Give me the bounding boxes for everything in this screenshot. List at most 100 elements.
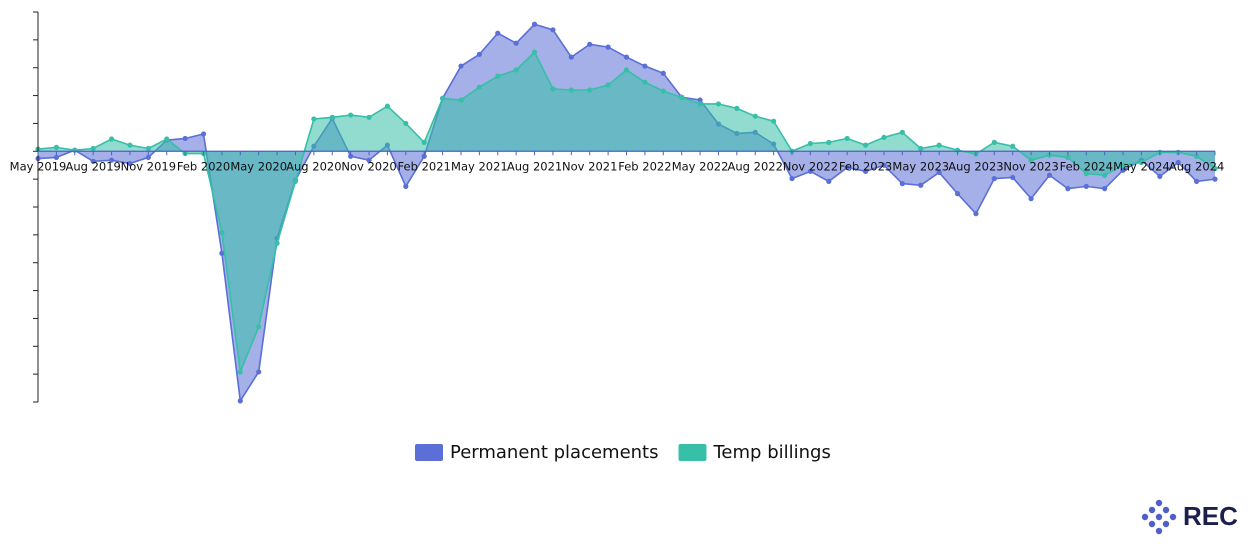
data-point xyxy=(807,140,814,147)
data-point xyxy=(991,139,997,145)
data-point xyxy=(1102,186,1108,192)
data-point xyxy=(256,369,262,375)
data-point xyxy=(256,324,262,330)
data-point xyxy=(1120,167,1126,173)
data-point xyxy=(348,153,354,159)
logo-dots xyxy=(1141,499,1177,535)
data-point xyxy=(1028,157,1034,163)
data-point xyxy=(715,101,722,107)
logo: REC xyxy=(1141,499,1238,535)
legend-swatch xyxy=(678,444,707,461)
data-point xyxy=(623,67,630,73)
data-point xyxy=(587,87,593,93)
data-point xyxy=(476,84,482,90)
data-point xyxy=(274,240,280,246)
data-point xyxy=(90,158,96,164)
x-tick-label: Nov 2019 xyxy=(121,160,176,174)
data-point xyxy=(605,44,611,50)
data-point xyxy=(458,97,464,103)
data-point xyxy=(734,105,740,111)
data-point xyxy=(1010,174,1016,181)
data-point xyxy=(495,73,501,79)
data-point xyxy=(587,41,593,47)
data-point xyxy=(219,250,225,256)
data-point xyxy=(1212,176,1218,182)
legend-swatch xyxy=(415,444,443,461)
data-point xyxy=(513,67,519,73)
data-point xyxy=(292,178,299,184)
data-point xyxy=(568,87,574,93)
data-point xyxy=(550,27,556,33)
data-point xyxy=(366,157,372,163)
data-point xyxy=(881,134,887,140)
x-tick-label: May 2024 xyxy=(1113,160,1170,174)
x-tick-label: Nov 2020 xyxy=(341,160,396,174)
data-point xyxy=(844,135,850,142)
data-point xyxy=(1194,178,1200,184)
logo-text: REC xyxy=(1183,501,1238,531)
data-point xyxy=(182,135,188,142)
data-point xyxy=(237,398,243,404)
area-fill xyxy=(38,52,1215,372)
data-point xyxy=(384,103,391,109)
data-point xyxy=(826,139,832,145)
plot-area xyxy=(35,21,1218,404)
data-point xyxy=(752,113,758,119)
x-tick-label: Nov 2022 xyxy=(783,160,838,174)
data-point xyxy=(1175,159,1181,166)
x-tick-label: Feb 2022 xyxy=(618,160,671,174)
data-point xyxy=(513,40,519,46)
data-point xyxy=(862,142,869,148)
data-point xyxy=(954,191,961,197)
data-point xyxy=(53,154,59,161)
data-point xyxy=(697,97,703,103)
data-point xyxy=(403,183,409,189)
data-point xyxy=(881,162,887,168)
data-point xyxy=(1065,186,1071,192)
x-tick-label: Aug 2022 xyxy=(728,160,783,174)
data-point xyxy=(697,101,703,107)
data-point xyxy=(439,95,446,101)
data-point xyxy=(918,182,924,188)
data-point xyxy=(145,154,151,161)
x-tick-label: May 2021 xyxy=(451,160,508,174)
data-point xyxy=(108,136,115,142)
data-point xyxy=(127,160,133,167)
data-point xyxy=(789,175,795,182)
data-point xyxy=(679,94,685,100)
data-point xyxy=(145,145,151,152)
data-point xyxy=(1102,172,1108,178)
data-point xyxy=(844,164,850,171)
data-point xyxy=(219,230,225,236)
data-point xyxy=(1194,153,1200,159)
x-tick-label: Aug 2021 xyxy=(507,160,562,174)
data-point xyxy=(660,70,666,76)
data-point xyxy=(531,21,538,27)
data-point xyxy=(1083,170,1089,177)
data-point xyxy=(899,181,905,187)
x-tick-label: Feb 2024 xyxy=(1060,160,1113,174)
data-point xyxy=(421,139,427,145)
data-point xyxy=(1065,154,1071,161)
data-point xyxy=(329,114,335,120)
data-point xyxy=(1028,196,1034,202)
data-point xyxy=(311,116,317,122)
data-point xyxy=(642,79,648,85)
data-point xyxy=(495,30,501,36)
x-tick-label: Aug 2019 xyxy=(65,160,120,174)
x-tick-label: Aug 2023 xyxy=(948,160,1003,174)
data-point xyxy=(899,129,905,135)
x-tick-label: May 2023 xyxy=(892,160,949,174)
x-tick-label: May 2020 xyxy=(230,160,287,174)
data-point xyxy=(1083,183,1089,189)
data-point xyxy=(862,168,869,174)
data-point xyxy=(476,51,482,57)
x-tick-label: Feb 2020 xyxy=(177,160,230,174)
data-point xyxy=(623,54,630,60)
data-point xyxy=(108,157,115,163)
data-point xyxy=(200,131,207,137)
data-point xyxy=(936,169,942,176)
data-point xyxy=(660,88,666,94)
data-point xyxy=(1157,173,1163,179)
